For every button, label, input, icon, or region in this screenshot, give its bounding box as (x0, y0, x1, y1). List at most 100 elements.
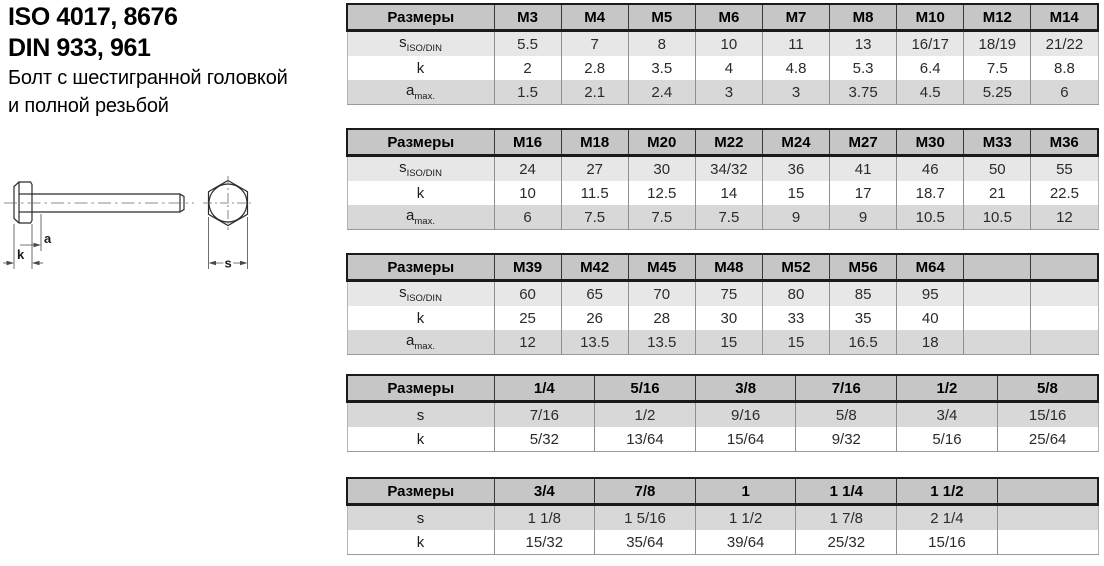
size-column-header: 1/2 (896, 374, 998, 403)
size-column-header (1030, 253, 1100, 282)
table-header-label: Размеры (346, 3, 494, 32)
value-cell: 7.5 (963, 56, 1031, 80)
size-column-header: 7/8 (594, 477, 696, 506)
size-column-header: 1 1/4 (795, 477, 897, 506)
dimension-a-label: a (44, 231, 52, 246)
value-cell: 10 (694, 30, 763, 56)
value-cell (1030, 280, 1098, 306)
value-cell: 15/64 (694, 427, 796, 452)
value-cell (1030, 306, 1098, 330)
dimension-table: Размеры 3/4 7/8 1 1 1/4 1 1/2 s 1 1/8 1 5/16 1 1/… (346, 477, 1099, 555)
value-cell: 10.5 (896, 205, 964, 230)
value-cell: 7/16 (493, 401, 595, 427)
value-cell: 28 (627, 306, 696, 330)
value-cell: 6 (493, 205, 562, 230)
size-column-header: 1 (694, 477, 796, 506)
value-cell: 10 (493, 181, 562, 205)
value-cell: 15/32 (493, 530, 595, 555)
value-cell: 18.7 (896, 181, 964, 205)
value-cell: 3 (694, 80, 763, 105)
value-cell: 1 1/8 (493, 504, 595, 530)
size-column-header: 1 1/2 (896, 477, 998, 506)
value-cell: 13.5 (560, 330, 629, 355)
value-cell: 30 (694, 306, 763, 330)
row-label: s (347, 401, 494, 427)
value-cell: 3 (761, 80, 830, 105)
value-cell: 2.4 (627, 80, 696, 105)
size-column-header: 5/16 (594, 374, 696, 403)
value-cell: 5.25 (963, 80, 1031, 105)
inch-table-large-wrap: Размеры 3/4 7/8 1 1 1/4 1 1/2 s 1 1/8 1 5/16 1 1/… (346, 477, 1099, 555)
dimension-table: Размеры M16 M18 M20 M22 M24 M27 M30 M33 M36 sISO/D… (346, 128, 1100, 230)
row-label: sISO/DIN (347, 280, 494, 306)
value-cell: 65 (560, 280, 629, 306)
table-header-label: Размеры (346, 253, 494, 282)
row-label: k (347, 306, 494, 330)
value-cell: 12 (1030, 205, 1098, 230)
dimension-s-label: s (225, 256, 232, 271)
value-cell: 8.8 (1030, 56, 1098, 80)
bolt-head-outline (13, 181, 33, 224)
value-cell: 50 (963, 155, 1031, 181)
value-cell: 4.8 (761, 56, 830, 80)
product-description-line1: Болт с шестигранной головкой (8, 67, 288, 89)
bolt-side-view (13, 181, 185, 224)
bolt-shaft-outline (32, 193, 185, 213)
size-column-header: M22 (694, 128, 763, 157)
value-cell: 24 (493, 155, 562, 181)
size-column-header: M10 (896, 3, 964, 32)
dimension-k-arrow-left (6, 260, 14, 266)
row-label: amax. (347, 80, 494, 105)
value-cell (996, 504, 1098, 530)
value-cell: 11 (761, 30, 830, 56)
value-cell: 15 (761, 330, 830, 355)
size-column-header: M52 (761, 253, 830, 282)
value-cell: 70 (627, 280, 696, 306)
size-column-header: M42 (560, 253, 629, 282)
product-description-line2: и полной резьбой (8, 95, 169, 117)
size-column-header: M3 (493, 3, 562, 32)
value-cell: 7.5 (694, 205, 763, 230)
size-column-header: M4 (560, 3, 629, 32)
size-column-header: M6 (694, 3, 763, 32)
value-cell: 18 (896, 330, 964, 355)
size-column-header: 3/8 (694, 374, 796, 403)
size-column-header: M48 (694, 253, 763, 282)
din-standards-title: DIN 933, 961 (8, 34, 151, 62)
size-column-header (963, 253, 1031, 282)
value-cell: 9/32 (795, 427, 897, 452)
bolt-technical-drawing: a k s (3, 176, 253, 273)
iso-standards-title: ISO 4017, 8676 (8, 3, 178, 31)
value-cell: 5.5 (493, 30, 562, 56)
dimension-s-arrow-left (208, 260, 216, 266)
size-column-header: M64 (896, 253, 964, 282)
value-cell: 3.5 (627, 56, 696, 80)
value-cell: 14 (694, 181, 763, 205)
row-label: amax. (347, 330, 494, 355)
value-cell: 33 (761, 306, 830, 330)
value-cell: 2.1 (560, 80, 629, 105)
value-cell: 25/32 (795, 530, 897, 555)
value-cell: 5/16 (896, 427, 998, 452)
size-column-header: M12 (963, 3, 1031, 32)
dimension-table: Размеры M39 M42 M45 M48 M52 M56 M64 sISO/DIN 60 65… (346, 253, 1100, 355)
value-cell: 15/16 (996, 401, 1098, 427)
value-cell (963, 330, 1031, 355)
size-column-header: M56 (829, 253, 897, 282)
metric-table-small-wrap: Размеры M3 M4 M5 M6 M7 M8 M10 M12 M14 sISO/DIN 5.5 7… (346, 3, 1100, 105)
size-column-header: M36 (1030, 128, 1100, 157)
value-cell: 16.5 (829, 330, 897, 355)
value-cell: 40 (896, 306, 964, 330)
value-cell: 1 7/8 (795, 504, 897, 530)
value-cell: 21/22 (1030, 30, 1098, 56)
size-column-header: M5 (627, 3, 696, 32)
value-cell: 10.5 (963, 205, 1031, 230)
value-cell: 36 (761, 155, 830, 181)
value-cell: 26 (560, 306, 629, 330)
row-label: amax. (347, 205, 494, 230)
size-column-header: M30 (896, 128, 964, 157)
table-header-label: Размеры (346, 477, 494, 506)
value-cell: 85 (829, 280, 897, 306)
value-cell: 5.3 (829, 56, 897, 80)
inch-table-small-wrap: Размеры 1/4 5/16 3/8 7/16 1/2 5/8 s 7/16 1/2 9/16 5… (346, 374, 1099, 452)
